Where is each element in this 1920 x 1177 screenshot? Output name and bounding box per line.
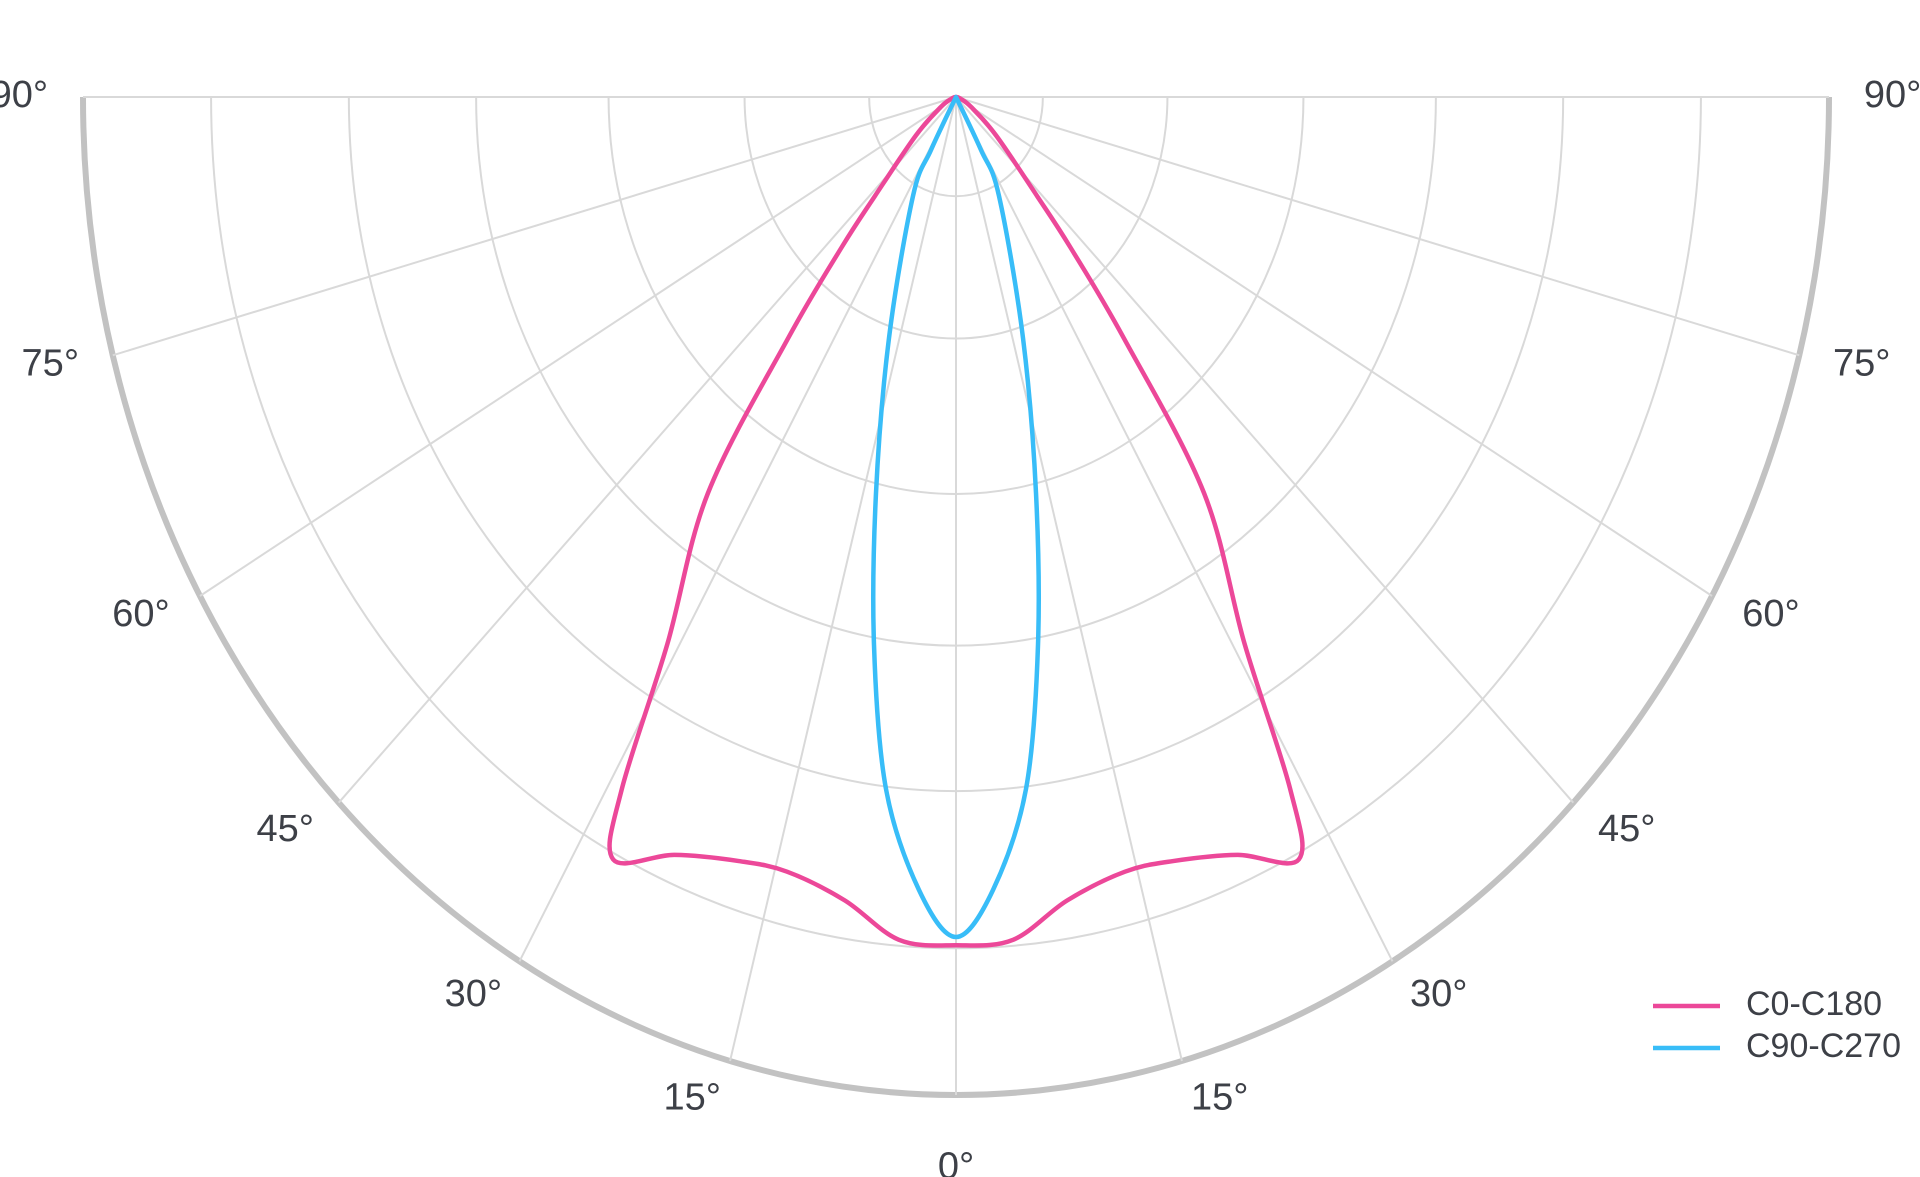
svg-text:75°: 75° [1833, 343, 1890, 385]
svg-text:75°: 75° [22, 343, 79, 385]
svg-text:15°: 15° [1191, 1077, 1248, 1119]
svg-text:60°: 60° [1742, 593, 1799, 635]
svg-text:C0-C180: C0-C180 [1746, 985, 1882, 1023]
svg-text:30°: 30° [445, 973, 502, 1015]
svg-text:90°: 90° [1864, 74, 1920, 116]
svg-text:90°: 90° [0, 74, 48, 116]
svg-text:15°: 15° [664, 1077, 721, 1119]
svg-text:0°: 0° [938, 1145, 974, 1177]
svg-text:45°: 45° [1598, 808, 1655, 850]
svg-text:C90-C270: C90-C270 [1746, 1027, 1901, 1065]
svg-text:45°: 45° [257, 808, 314, 850]
svg-text:60°: 60° [112, 593, 169, 635]
svg-text:30°: 30° [1410, 973, 1467, 1015]
